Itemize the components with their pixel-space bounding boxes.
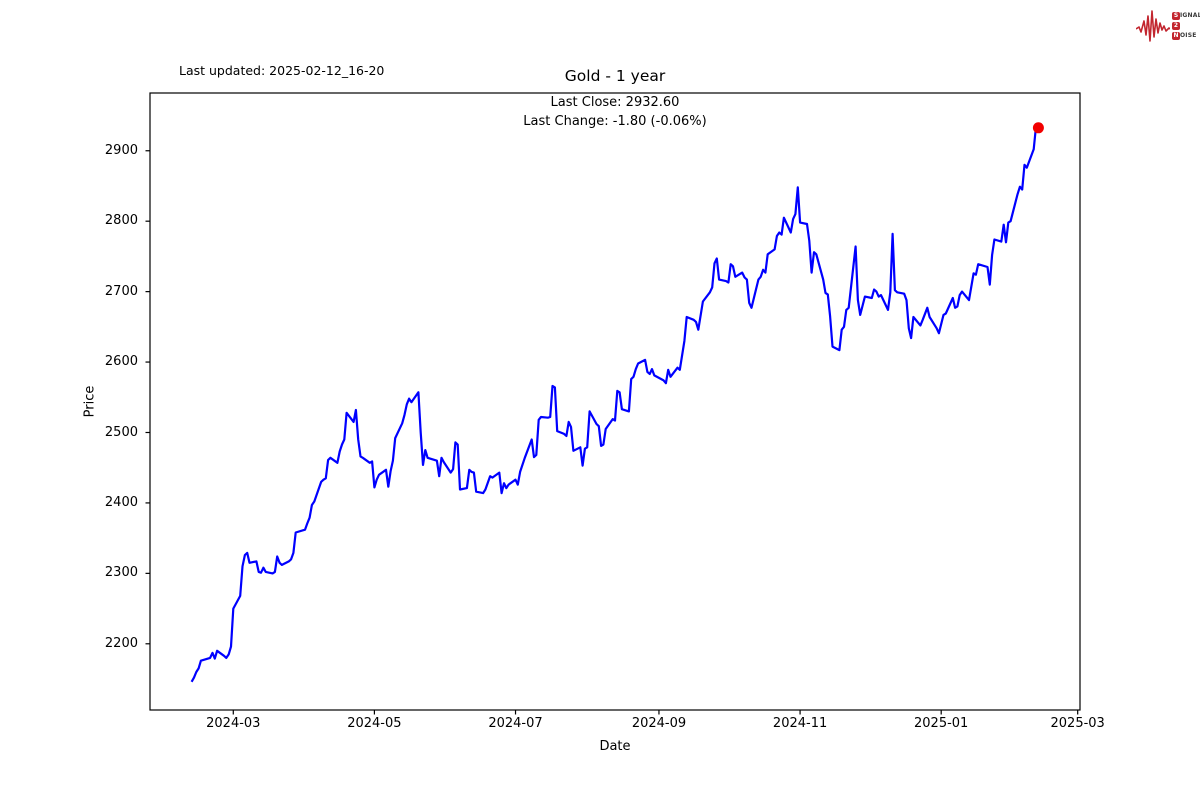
x-tick-label: 2024-11	[772, 716, 828, 731]
last-close-text: Last Close: 2932.60	[550, 95, 680, 110]
x-tick-label: 2024-03	[206, 716, 261, 731]
logo-line-2: 2	[1172, 22, 1200, 31]
last-updated-text: Last updated: 2025-02-12_16-20	[179, 63, 385, 78]
logo-line-noise: N OISE	[1172, 32, 1197, 40]
y-tick-label: 2800	[104, 213, 138, 229]
y-tick-label: 2200	[104, 635, 138, 651]
waveform-icon	[1136, 10, 1170, 42]
axes-frame	[149, 92, 1081, 711]
y-tick-label: 2700	[104, 283, 138, 299]
x-tick-label: 2024-09	[631, 716, 687, 731]
last-change-text: Last Change: -1.80 (-0.06%)	[523, 114, 707, 129]
y-tick-label: 2500	[104, 424, 138, 440]
chart-title: Gold - 1 year	[564, 67, 666, 85]
y-tick-label: 2300	[104, 565, 138, 581]
logo-badge-s: S	[1172, 12, 1180, 20]
signal2noise-logo: S IGNAL 2 N OISE	[1136, 6, 1200, 46]
y-tick-label: 2600	[104, 354, 138, 370]
y-axis-label: Price	[82, 385, 98, 418]
y-tick-label: 2400	[104, 494, 138, 510]
last-price-marker	[1032, 122, 1044, 134]
x-tick-label: 2024-05	[347, 716, 402, 731]
x-tick-label: 2025-03	[1050, 716, 1105, 731]
x-tick-label: 2024-07	[488, 716, 543, 731]
x-axis-label: Date	[599, 739, 631, 754]
logo-badge-2: 2	[1172, 22, 1180, 30]
x-tick-label: 2025-01	[914, 716, 969, 731]
logo-line-signal: S IGNAL	[1172, 12, 1200, 20]
y-tick-label: 2900	[104, 142, 138, 158]
price-line	[190, 125, 1039, 683]
logo-badge-n: N	[1172, 32, 1180, 40]
